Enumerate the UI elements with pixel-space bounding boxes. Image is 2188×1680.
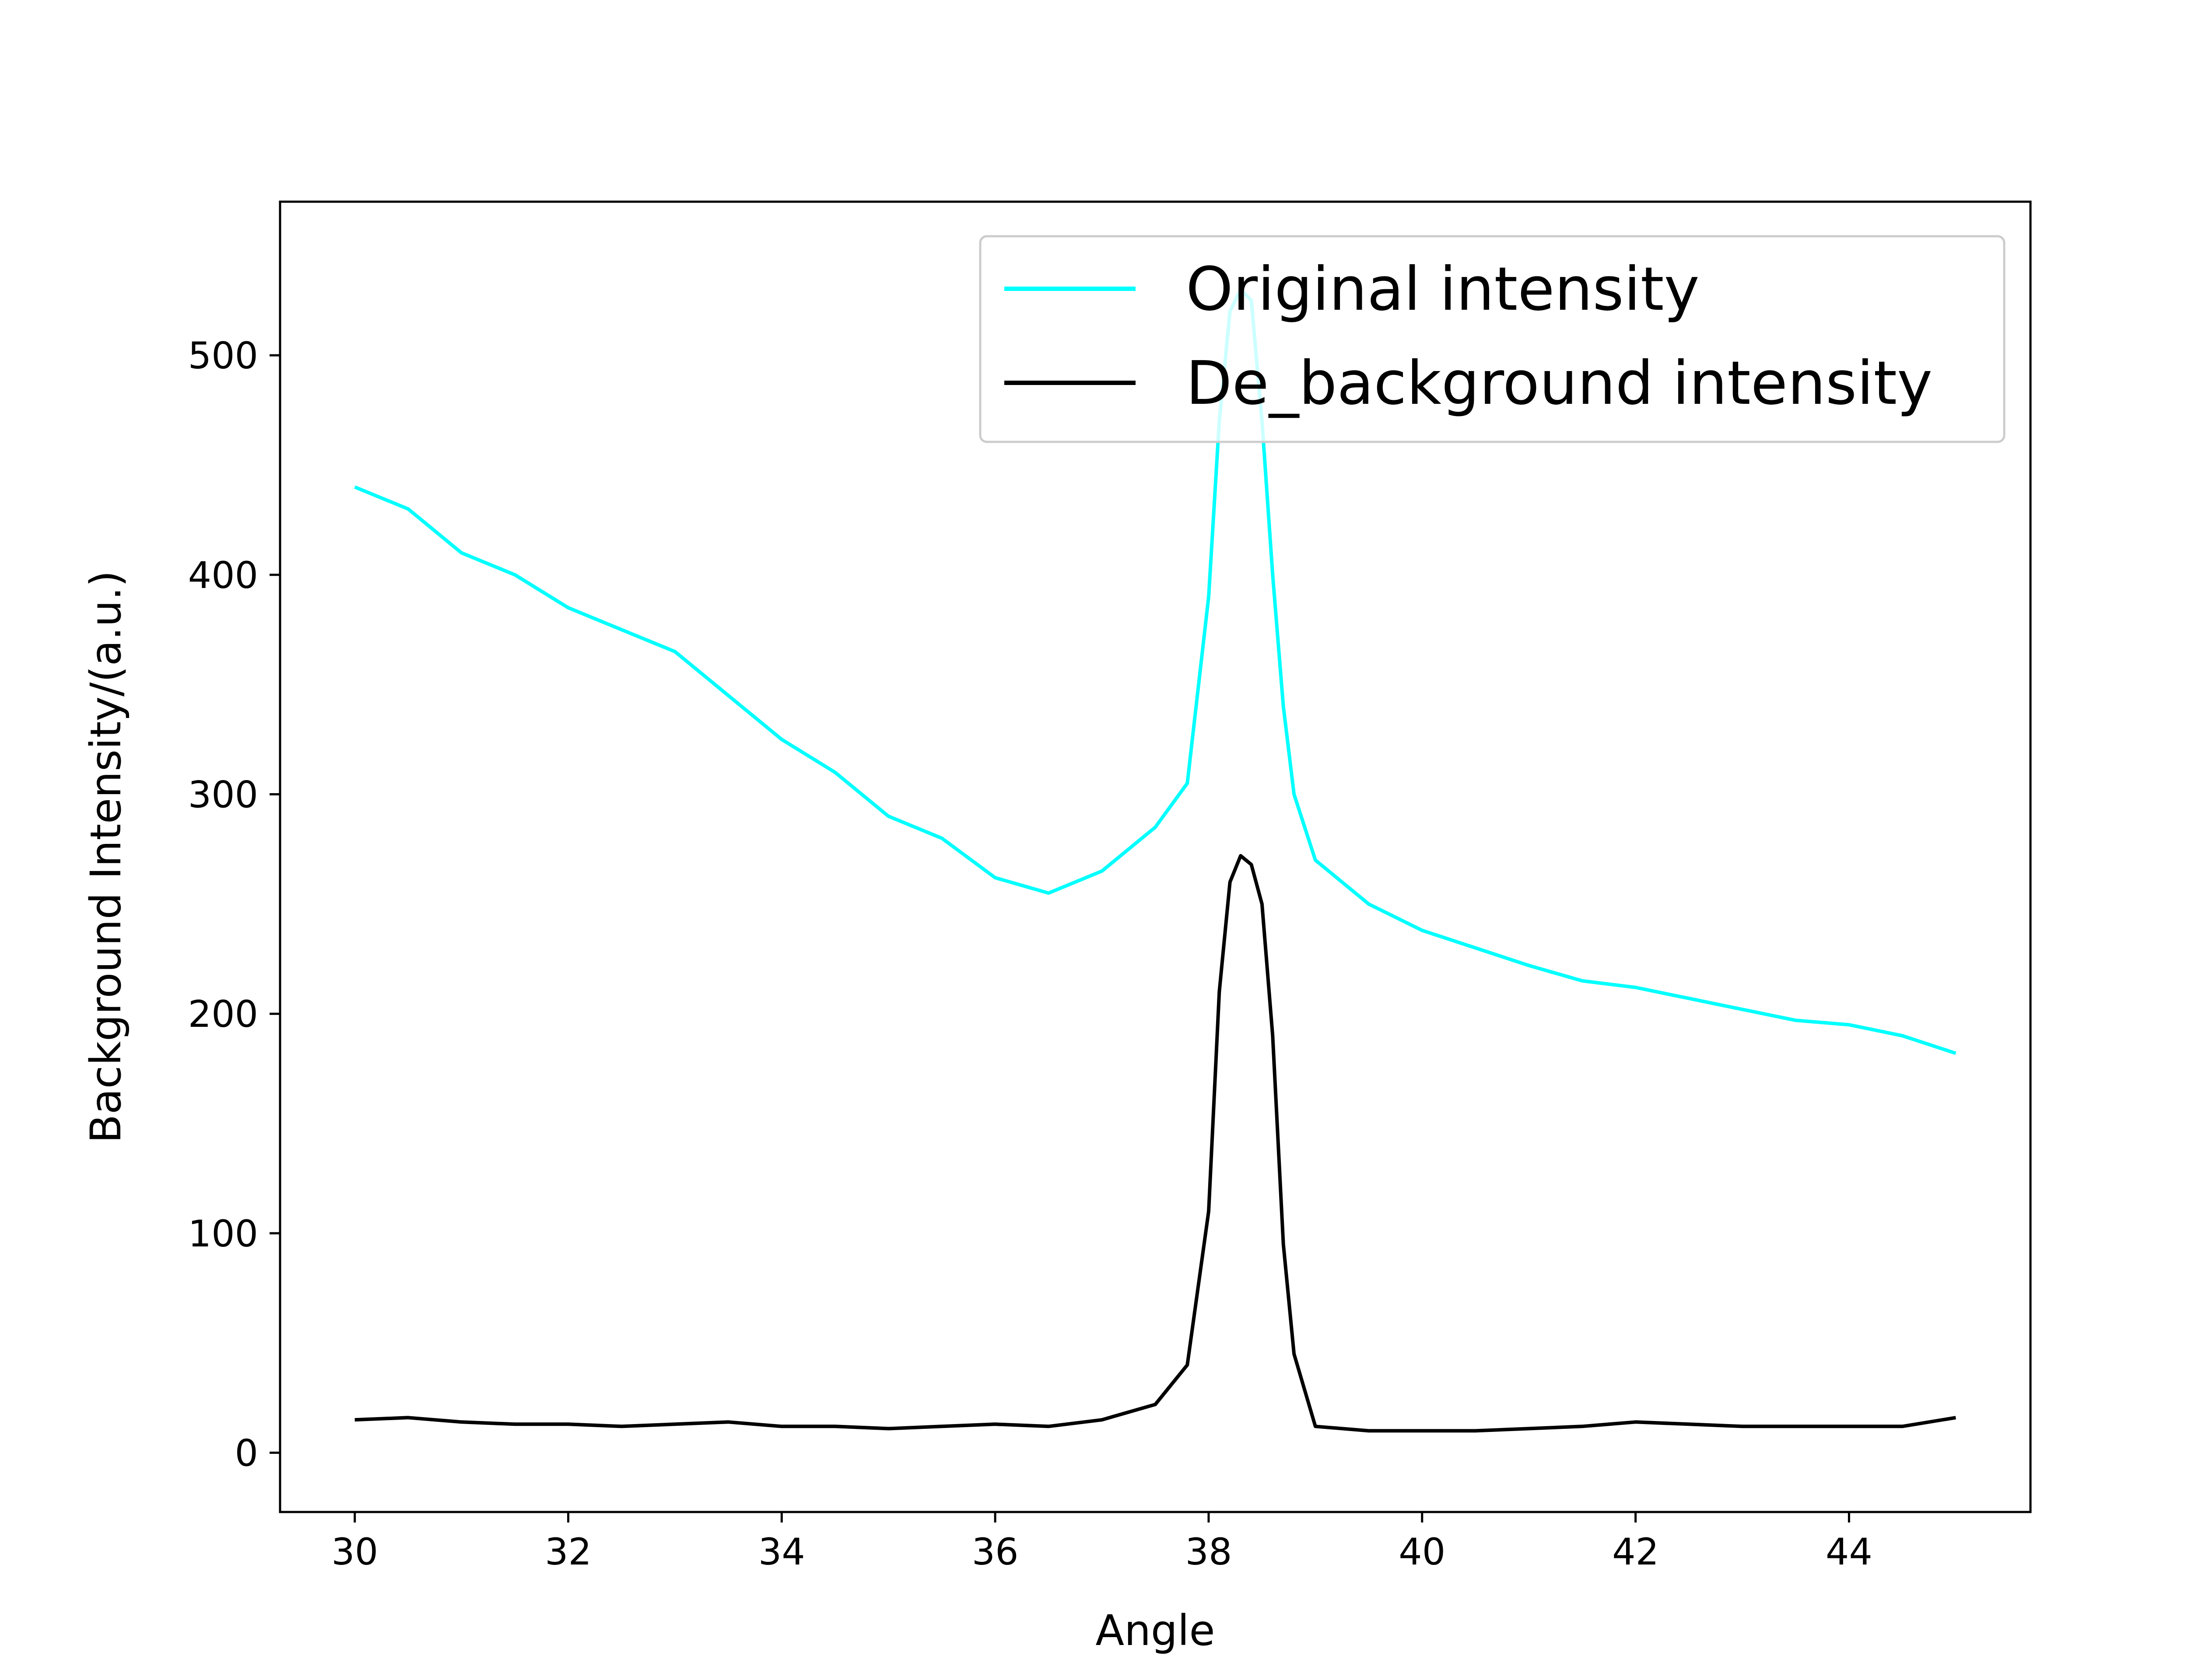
x-tick-label: 42 xyxy=(1612,1530,1659,1573)
y-tick-label: 500 xyxy=(188,334,258,377)
y-tick-label: 0 xyxy=(235,1432,258,1475)
legend-label-de-background: De_background intensity xyxy=(1186,349,1932,418)
legend-label-original: Original intensity xyxy=(1186,255,1700,324)
legend: Original intensity De_background intensi… xyxy=(979,235,2006,443)
x-tick-label: 36 xyxy=(972,1530,1019,1573)
x-tick-label: 30 xyxy=(331,1530,378,1573)
y-tick-label: 100 xyxy=(188,1212,258,1255)
y-tick-label: 200 xyxy=(188,993,258,1036)
y-tick-label: 300 xyxy=(188,774,258,816)
series-line-de-background xyxy=(354,854,1956,1433)
x-tick-label: 44 xyxy=(1826,1530,1872,1573)
y-axis-label: Background Intensity/(a.u.) xyxy=(81,570,130,1143)
x-tick-label: 38 xyxy=(1185,1530,1232,1573)
legend-box xyxy=(979,235,2006,443)
plot-frame xyxy=(279,200,2032,1513)
x-tick-label: 34 xyxy=(758,1530,805,1573)
x-tick-label: 32 xyxy=(545,1530,592,1573)
x-axis-label: Angle xyxy=(1095,1606,1215,1655)
axis-ticks: 30 32 34 36 38 40 42 44 0 100 200 300 400 500 xyxy=(188,334,1872,1573)
y-tick-label: 400 xyxy=(188,554,258,597)
x-tick-label: 40 xyxy=(1399,1530,1445,1573)
